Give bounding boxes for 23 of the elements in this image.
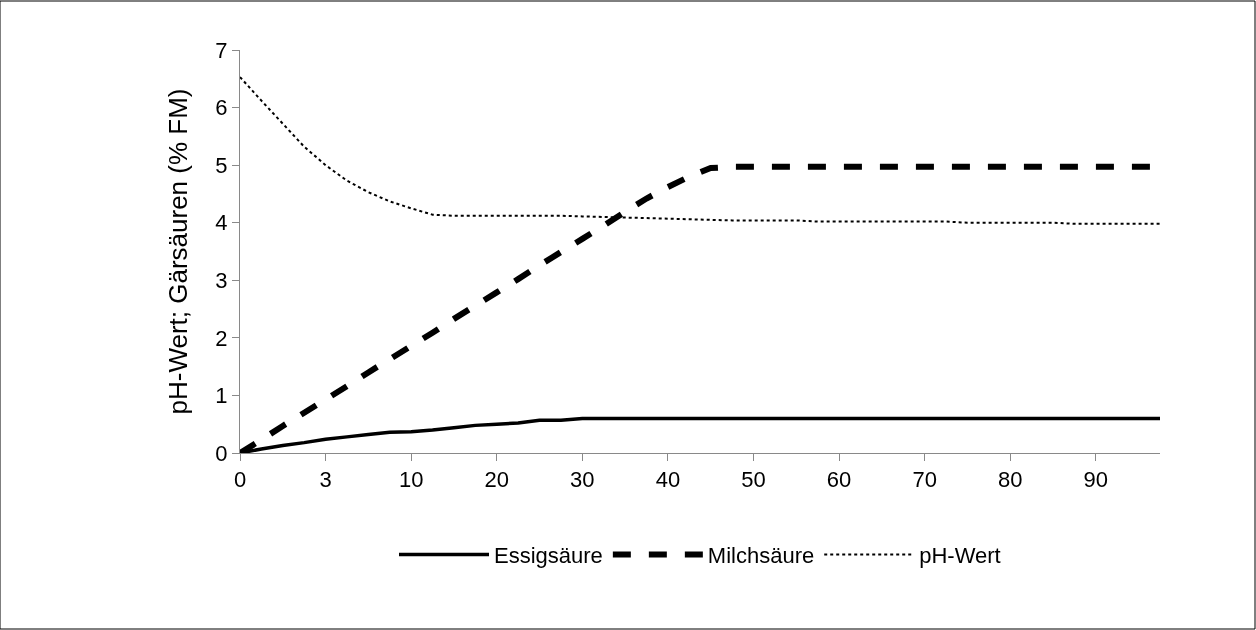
y-tick-label: 7	[215, 37, 228, 63]
x-tick-label: 60	[826, 467, 852, 493]
y-tick-label: 0	[215, 440, 228, 466]
legend-label: Essigsäure	[494, 542, 603, 568]
x-tick-label: 20	[484, 467, 509, 493]
x-tick-label: 30	[570, 467, 595, 493]
x-tick-label: 40	[655, 467, 681, 493]
y-axis-title: pH-Wert; Gärsäuren (% FM)	[162, 88, 193, 415]
x-tick-label: 0	[233, 467, 247, 493]
y-tick-label: 1	[215, 383, 228, 409]
x-tick-label: 3	[319, 467, 332, 493]
x-tick-label: 80	[997, 467, 1023, 493]
y-tick-label: 6	[215, 95, 228, 121]
x-tick-label: 90	[1083, 467, 1109, 493]
y-tick-label: 2	[215, 325, 228, 351]
y-tick-label: 3	[215, 267, 228, 293]
x-tick-label: 50	[741, 467, 766, 493]
legend-label: Milchsäure	[707, 542, 815, 568]
legend-label: pH-Wert	[919, 542, 1001, 568]
y-tick-label: 5	[215, 152, 228, 178]
x-tick-label: 10	[398, 467, 424, 493]
x-tick-label: 70	[912, 467, 937, 493]
y-tick-label: 4	[215, 210, 228, 236]
